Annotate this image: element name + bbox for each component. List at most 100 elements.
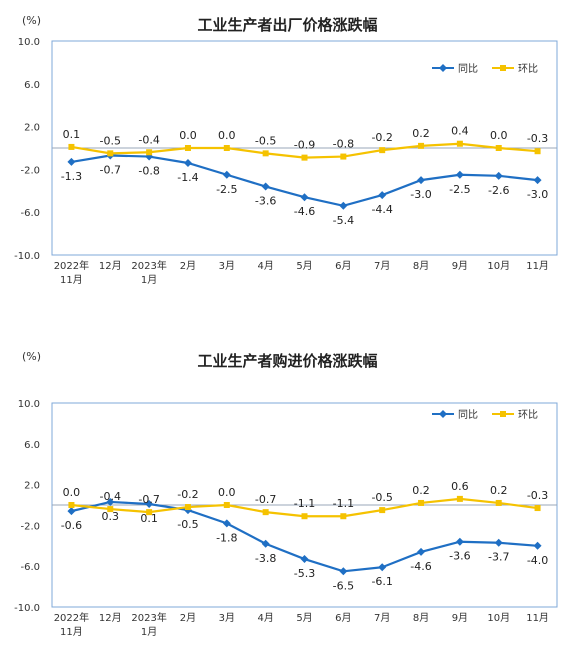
x-tick-label: 11月 [60,274,83,286]
data-point-mom [340,513,347,520]
data-point-yoy [300,555,309,564]
x-tick-label: 8月 [413,260,429,272]
x-tick-label: 10月 [487,260,510,272]
x-tick-label: 1月 [141,274,157,286]
x-tick-label: 2月 [180,612,196,624]
data-point-mom [301,154,308,161]
data-label-mom: 0.4 [451,125,469,138]
x-tick-label: 3月 [219,612,235,624]
data-label-yoy: -0.5 [177,518,198,531]
data-point-mom [223,502,230,508]
chart-title: 工业生产者购进价格涨跌幅 [197,352,378,370]
data-label-mom: -0.5 [371,491,392,504]
data-label-yoy: -0.6 [61,519,82,532]
data-point-mom [495,499,502,506]
line-chart: 10.0 6.0 2.0 -2.0 -6.0 -10.0 2022年 11月 12月 2023年 1… [14,37,558,286]
data-point-yoy [339,201,348,210]
y-tick-label: 6.0 [24,440,40,451]
data-point-mom [262,509,269,516]
y-unit-label: (%) [22,350,42,363]
y-tick-label: -10.0 [14,251,40,262]
data-point-yoy [417,176,426,185]
data-point-mom [68,143,75,150]
data-label-mom: -0.2 [371,131,392,144]
y-tick-label: 10.0 [18,37,40,48]
data-label-yoy: -3.8 [255,552,276,565]
data-point-yoy [261,182,270,191]
legend-label: 环比 [518,409,538,421]
data-label-yoy: -1.4 [177,171,198,184]
data-point-mom [107,150,114,157]
data-label-yoy: -1.8 [216,531,237,544]
data-label-yoy: -4.0 [527,554,548,567]
data-label-mom: 0.2 [490,484,508,497]
x-tick-label: 11月 [60,626,83,638]
data-point-yoy [106,497,115,506]
data-label-yoy: -1.3 [61,170,82,183]
data-label-mom: -0.7 [255,493,276,506]
x-tick-label: 3月 [219,260,235,272]
data-label-yoy: -3.7 [488,551,509,564]
y-tick-label: 2.0 [24,481,40,492]
legend-marker-square [500,411,506,417]
x-tick-label: 12月 [99,260,122,272]
x-tick-label: 2022年 [54,259,89,272]
legend-marker-square [500,65,506,71]
data-label-yoy: 0.1 [140,512,158,525]
y-tick-label: 2.0 [24,123,40,134]
data-point-yoy [67,507,76,516]
data-label-yoy: -4.4 [371,203,392,216]
data-point-yoy [67,157,76,166]
y-tick-label: -2.0 [20,521,40,532]
data-label-mom: 0.0 [179,129,197,142]
data-point-mom [107,506,114,513]
x-tick-label: 7月 [374,612,390,624]
data-label-mom: -1.1 [333,497,354,510]
x-tick-label: 6月 [335,260,351,272]
y-tick-label: -10.0 [14,603,40,614]
x-tick-label: 2022年 [54,611,89,624]
data-point-mom [68,502,75,508]
data-point-yoy [222,170,231,179]
chart-ppi-purchase: 工业生产者购进价格涨跌幅 (%) 10.0 6.0 2.0 -2.0 -6.0 -10.0… [0,330,575,654]
legend-label: 同比 [458,409,478,421]
data-point-mom [146,149,153,156]
data-point-yoy [494,171,503,180]
data-label-yoy: -0.8 [138,165,159,178]
data-point-mom [456,140,463,147]
x-tick-label: 2月 [180,260,196,272]
data-label-yoy: -4.6 [410,560,431,573]
data-label-mom: 0.0 [218,486,236,499]
x-tick-label: 11月 [526,260,549,272]
data-point-yoy [183,158,192,167]
data-label-mom: -0.8 [333,138,354,151]
data-label-yoy: -3.0 [410,188,431,201]
data-label-yoy: -4.6 [294,205,315,218]
data-point-yoy [533,541,542,550]
y-unit-label: (%) [22,14,42,27]
legend-label: 环比 [518,63,538,75]
x-tick-label: 2023年 [131,259,166,272]
data-label-mom: -0.4 [138,133,159,146]
data-point-mom [418,499,425,506]
x-tick-label: 9月 [452,260,468,272]
data-point-mom [534,505,541,512]
x-tick-label: 6月 [335,612,351,624]
x-tick-label: 8月 [413,612,429,624]
data-label-mom: -0.2 [177,488,198,501]
data-label-mom: 0.1 [63,128,81,141]
data-label-yoy: -2.6 [488,184,509,197]
data-point-yoy [378,191,387,200]
data-point-yoy [494,538,503,547]
data-label-yoy: -6.5 [333,579,354,592]
legend-label: 同比 [458,63,478,75]
data-point-mom [223,145,230,151]
data-point-yoy [417,547,426,556]
data-point-yoy [455,170,464,179]
data-label-mom: -0.7 [138,493,159,506]
data-label-yoy: -5.4 [333,214,354,227]
chart-ppi-ex-factory: 工业生产者出厂价格涨跌幅 (%) 10.0 6.0 2.0 -2.0 -6.0 -10.0… [0,0,575,300]
x-tick-label: 10月 [487,612,510,624]
x-tick-label: 2023年 [131,611,166,624]
x-tick-label: 9月 [452,612,468,624]
